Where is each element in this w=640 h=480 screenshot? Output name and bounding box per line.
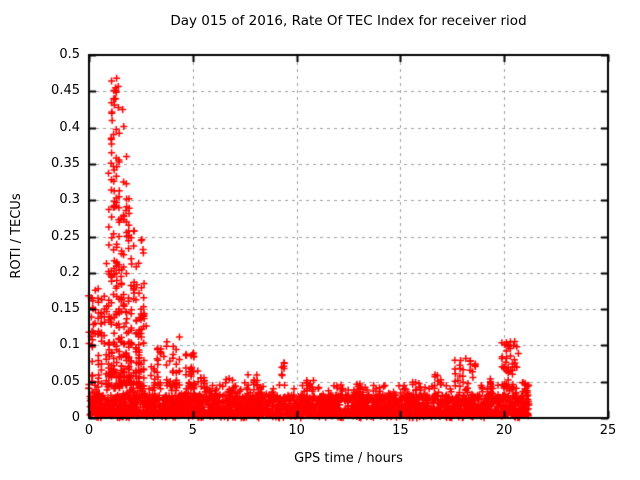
x-tick-label: 10 [288, 423, 305, 438]
y-tick-label: 0 [71, 410, 80, 425]
x-tick-label: 25 [599, 423, 617, 438]
y-tick-label: 0.4 [59, 119, 80, 135]
y-tick-label: 0.15 [51, 301, 80, 317]
y-tick-label: 0.35 [51, 155, 80, 171]
x-tick-label: 20 [495, 423, 513, 438]
x-tick-label: 0 [84, 423, 94, 438]
y-tick-label: 0.25 [51, 228, 80, 244]
x-tick-label: 15 [392, 423, 409, 438]
y-tick-label: 0.1 [59, 337, 80, 353]
y-tick-label: 0.3 [59, 192, 80, 208]
y-tick-label: 0.2 [59, 264, 80, 280]
chart-title: Day 015 of 2016, Rate Of TEC Index for r… [170, 13, 527, 29]
y-tick-label: 0.45 [51, 83, 80, 99]
y-tick-label: 0.5 [59, 47, 80, 62]
x-tick-label: 5 [188, 423, 197, 438]
x-axis-label: GPS time / hours [294, 451, 403, 466]
y-tick-label: 0.05 [51, 373, 80, 389]
